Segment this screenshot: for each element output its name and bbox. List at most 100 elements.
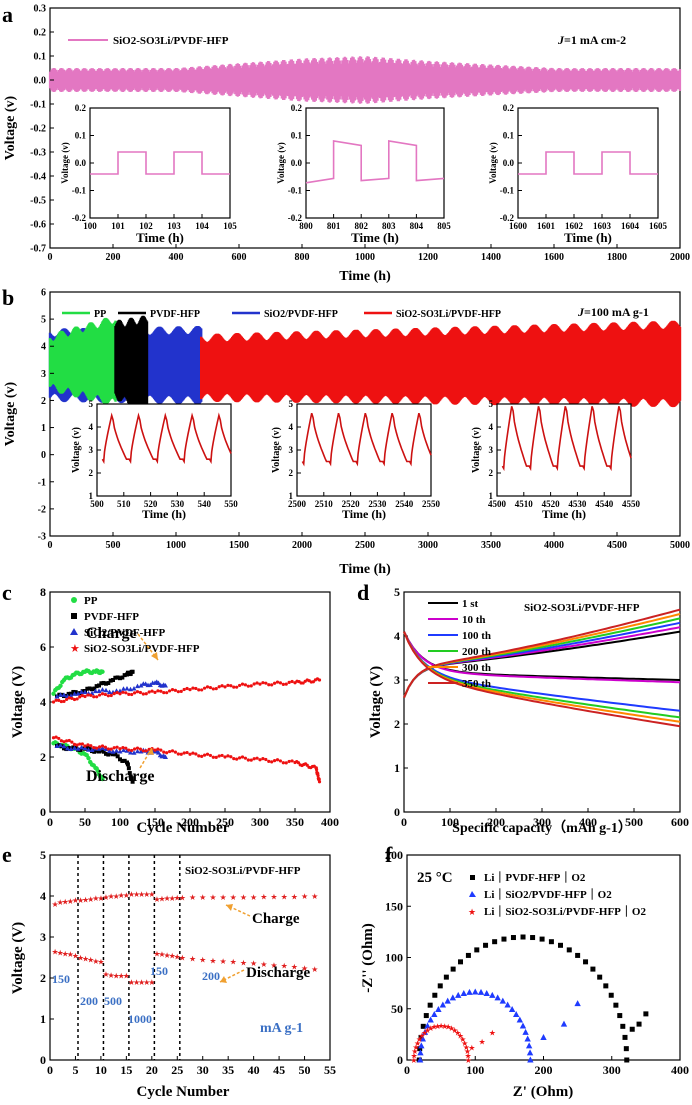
point	[290, 679, 294, 684]
point	[275, 680, 280, 684]
y-tick-label: 0.1	[291, 131, 303, 141]
point: ★	[67, 897, 74, 906]
point: ★	[92, 894, 99, 903]
point	[243, 683, 248, 687]
x-tick-label: 0	[47, 1063, 53, 1077]
panel-c-ylabel: Voltage (V)	[10, 666, 26, 738]
point	[51, 700, 56, 704]
point: ★	[179, 894, 186, 903]
x-tick-label: 45	[273, 1063, 285, 1077]
point	[138, 683, 144, 688]
point	[510, 935, 516, 941]
point: ★	[260, 892, 267, 901]
x-tick-label: 4500	[607, 540, 627, 551]
point	[264, 757, 268, 762]
point	[267, 759, 271, 763]
point: ★	[123, 891, 130, 900]
point	[603, 983, 609, 989]
point: ★	[438, 1022, 445, 1031]
point: ★	[465, 1056, 472, 1065]
series-d-6	[403, 608, 681, 728]
x-tick-label: 100	[466, 1063, 484, 1077]
point	[106, 694, 110, 698]
legend-label: 350 th	[462, 678, 491, 690]
point	[108, 678, 113, 683]
point	[437, 983, 443, 989]
x-tick-label: 40	[248, 1063, 260, 1077]
point	[188, 688, 192, 692]
x-tick-label: 101	[111, 221, 125, 231]
point	[458, 959, 464, 965]
y-tick-label: -3	[38, 532, 46, 543]
x-tick-label: 5000	[670, 540, 690, 551]
point	[138, 747, 143, 751]
point	[314, 767, 319, 772]
inset-xlabel: Time (h)	[351, 230, 399, 245]
point	[197, 754, 201, 758]
point: ★	[138, 890, 145, 899]
point	[217, 685, 221, 689]
x-tick-label: 2520	[342, 499, 361, 509]
panel-b-xlabel: Time (h)	[339, 562, 391, 577]
point: ★	[169, 894, 176, 903]
point	[121, 745, 125, 750]
point: ★	[411, 1047, 418, 1056]
x-tick-label: 1800	[607, 252, 627, 263]
point	[115, 754, 120, 759]
point	[153, 690, 157, 694]
legend-label: 1 st	[462, 598, 479, 610]
x-tick-label: 4510	[515, 499, 534, 509]
point	[112, 692, 116, 696]
point	[135, 748, 140, 754]
x-tick-label: 800	[299, 221, 313, 231]
point	[270, 683, 274, 687]
panel-e-discharge-label: Discharge	[246, 965, 310, 981]
point: ★	[72, 951, 79, 960]
point	[61, 692, 67, 697]
series-b-pvdf-hfp	[114, 315, 149, 416]
x-tick-label: 802	[354, 221, 368, 231]
inset-line	[90, 151, 230, 175]
y-tick-label: 0	[41, 450, 46, 461]
point	[124, 746, 128, 750]
point	[492, 939, 498, 945]
point	[92, 695, 96, 699]
point: ★	[465, 1052, 472, 1061]
point	[121, 690, 125, 694]
rate-label: 200	[80, 994, 98, 1008]
x-tick-label: 400	[579, 815, 597, 829]
point	[170, 688, 175, 692]
y-tick-label: 0.0	[75, 158, 87, 168]
point	[80, 689, 85, 694]
point	[182, 687, 186, 692]
point	[583, 959, 589, 965]
point	[163, 683, 168, 688]
point	[62, 699, 66, 703]
point	[87, 686, 92, 691]
point	[623, 1046, 629, 1052]
legend-label: 10 th	[462, 614, 486, 626]
point	[124, 691, 128, 695]
point	[141, 692, 145, 696]
point: ★	[459, 1035, 466, 1044]
y-tick-label: 5	[394, 585, 400, 599]
point	[65, 745, 70, 751]
x-tick-label: 500	[90, 499, 104, 509]
y-tick-label: 2	[41, 396, 46, 407]
y-tick-label: 1	[41, 423, 46, 434]
point: ★	[416, 1035, 423, 1044]
y-tick-label: 150	[385, 899, 403, 913]
x-tick-label: 250	[216, 815, 234, 829]
panel-c-letter: c	[2, 580, 12, 605]
y-tick-label: 0.3	[34, 4, 47, 15]
panel-b-inset-3: 4500 4510 4520 4530 4540 4550 5 4 3 2 1 Time (h) Vol…	[471, 399, 641, 521]
x-tick-label: 103	[167, 221, 181, 231]
y-tick-label: 0.2	[75, 103, 87, 113]
point	[284, 761, 288, 765]
point	[114, 748, 119, 753]
point	[235, 685, 239, 689]
x-tick-label: 540	[197, 499, 211, 509]
point	[72, 745, 77, 750]
point	[237, 756, 242, 760]
point: ★	[230, 958, 237, 967]
